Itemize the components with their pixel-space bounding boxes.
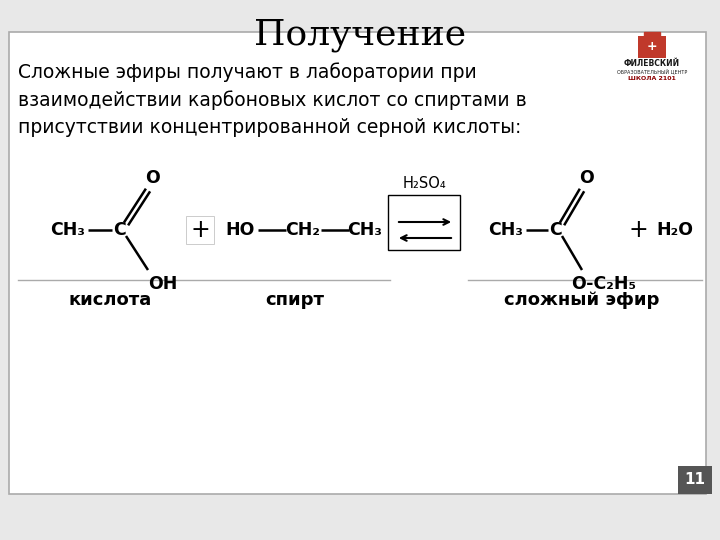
Text: CH₃: CH₃ (348, 221, 382, 239)
Text: кислота: кислота (68, 291, 152, 309)
Bar (186, 216, 214, 244)
Bar (638, 36, 666, 58)
Text: HO: HO (225, 221, 255, 239)
Text: C: C (114, 221, 127, 239)
Text: +: + (628, 218, 648, 242)
Text: Получение: Получение (254, 18, 466, 52)
Text: CH₃: CH₃ (489, 221, 523, 239)
Text: ШКОЛА 2101: ШКОЛА 2101 (628, 76, 676, 80)
Text: ОБРАЗОВАТЕЛЬНЫЙ ЦЕНТР: ОБРАЗОВАТЕЛЬНЫЙ ЦЕНТР (617, 68, 687, 74)
Text: ФИЛЕВСКИЙ: ФИЛЕВСКИЙ (624, 59, 680, 69)
Text: Сложные эфиры получают в лаборатории при
взаимодействии карбоновых кислот со спи: Сложные эфиры получают в лаборатории при… (18, 62, 527, 137)
Text: C: C (549, 221, 562, 239)
Text: 11: 11 (685, 472, 706, 488)
Bar (678, 466, 712, 494)
Text: O: O (580, 169, 595, 187)
Text: CH₂: CH₂ (286, 221, 320, 239)
Text: O-C₂H₅: O-C₂H₅ (572, 275, 636, 293)
Text: +: + (647, 40, 657, 53)
Text: H₂SO₄: H₂SO₄ (402, 177, 446, 192)
Text: OH: OH (148, 275, 178, 293)
Text: сложный эфир: сложный эфир (504, 291, 660, 309)
Text: спирт: спирт (266, 291, 325, 309)
Bar (388, 195, 460, 250)
Text: H₂O: H₂O (657, 221, 693, 239)
Text: +: + (190, 218, 210, 242)
Text: O: O (145, 169, 161, 187)
Polygon shape (644, 32, 660, 36)
Text: CH₃: CH₃ (50, 221, 86, 239)
